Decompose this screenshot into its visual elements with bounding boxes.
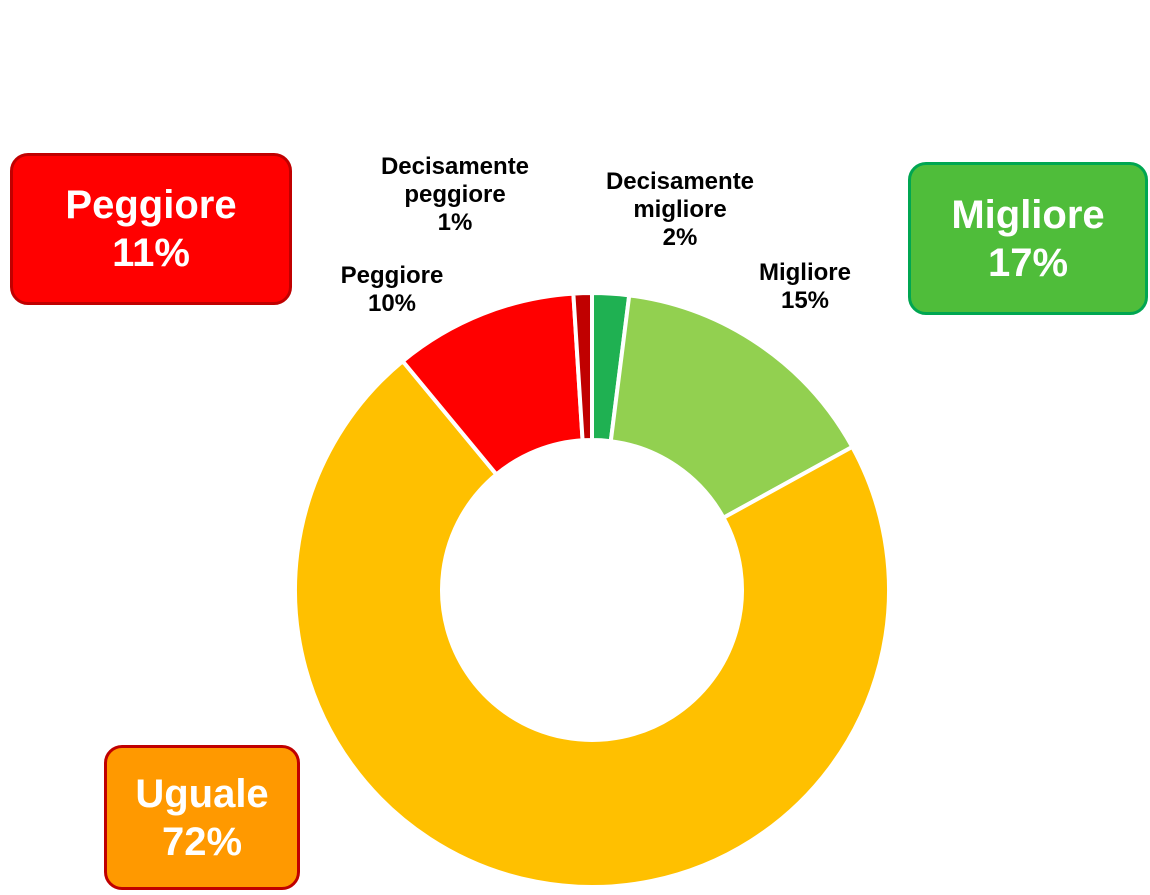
- annotation-text: 11%: [112, 231, 190, 275]
- category-label: Migliore: [758, 259, 851, 286]
- data-label: Migliore 15%: [745, 259, 865, 315]
- value-label: 1%: [437, 209, 473, 236]
- annotation-name: Migliore: [951, 192, 1105, 237]
- data-label: Decisamente migliore 2%: [580, 168, 780, 252]
- annotation-text: 72%: [161, 819, 243, 864]
- annotation-box: Uguale 72%: [104, 745, 300, 890]
- annotation-name: Uguale: [135, 771, 269, 816]
- slice: [608, 293, 855, 521]
- data-label: Decisamente peggiore 1%: [355, 153, 555, 237]
- slice: [571, 290, 594, 443]
- annotation-text: 17%: [987, 240, 1069, 285]
- category-label: Decisamente peggiore: [380, 153, 530, 208]
- category-label: Decisamente migliore: [605, 168, 755, 223]
- slice: [293, 358, 891, 889]
- value-label: 10%: [367, 290, 417, 317]
- value-label: 15%: [780, 287, 830, 314]
- annotation-box: Migliore 17%: [908, 162, 1148, 315]
- category-label: Peggiore: [340, 262, 444, 289]
- data-label: Peggiore 10%: [322, 262, 462, 318]
- annotation-box: Peggiore 11%: [10, 153, 292, 305]
- annotation-name: Peggiore: [65, 183, 237, 227]
- value-label: 2%: [662, 224, 698, 251]
